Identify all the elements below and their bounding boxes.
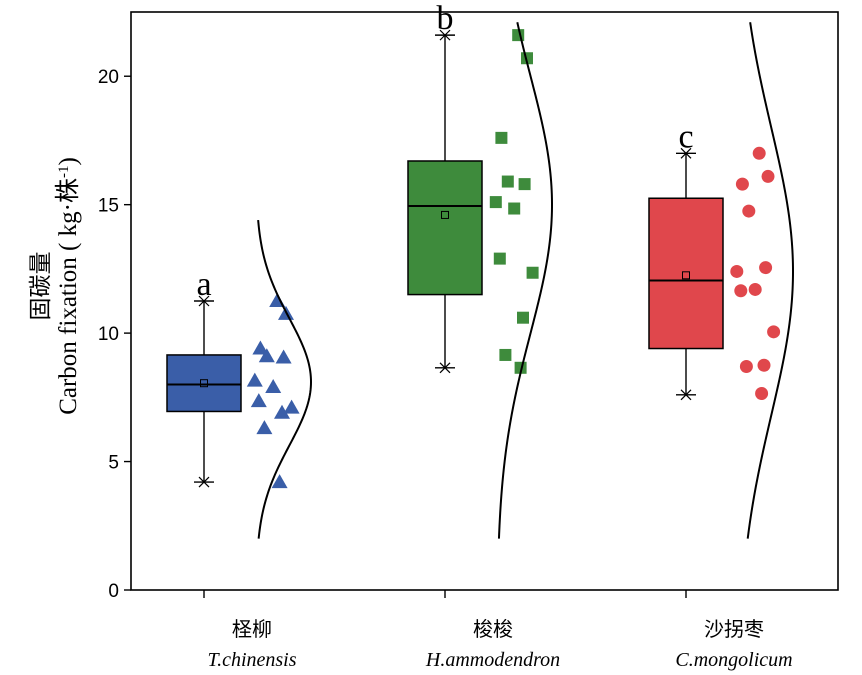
whisker-cap-x [680, 147, 692, 159]
plot-area: a b c [166, 0, 795, 539]
density-curve [257, 219, 313, 539]
y-axis-title-sup: -1 [56, 166, 72, 179]
data-point [739, 360, 753, 374]
data-point [489, 196, 502, 209]
significance-letter: a [196, 266, 211, 303]
data-point [499, 348, 512, 361]
mean-marker [441, 210, 449, 219]
data-point [767, 325, 781, 339]
y-tick-label: 5 [108, 453, 119, 474]
box [407, 160, 483, 296]
data-point [752, 146, 766, 160]
y-axis-title: 固碳量 Carbon fixation ( kg·株-1) [28, 157, 82, 415]
y-axis-title-en: Carbon fixation ( kg·株-1) [54, 157, 82, 415]
data-point [517, 311, 529, 324]
data-point [735, 177, 749, 191]
data-point [501, 175, 514, 188]
y-tick-label: 20 [98, 67, 119, 88]
data-point [493, 252, 506, 265]
plot-frame [130, 11, 839, 591]
whisker-cap-x [680, 389, 692, 401]
box [648, 197, 724, 350]
data-point [512, 29, 525, 42]
whisker-cap-x [439, 362, 451, 374]
data-point [246, 372, 263, 387]
data-point [275, 349, 292, 364]
data-point [508, 202, 521, 215]
significance-letter: c [678, 118, 693, 155]
x-category-label-sci: T.chinensis [207, 649, 296, 671]
data-point [265, 379, 282, 394]
data-point [283, 399, 300, 414]
x-axis: 柽柳 T.chinensis 梭梭 H.ammodendron 沙拐枣 C.mongoli… [203, 590, 793, 671]
data-point [514, 361, 527, 374]
data-point [730, 264, 744, 278]
data-point [526, 266, 539, 279]
x-category-label-cn: 梭梭 [473, 617, 513, 641]
data-point [521, 52, 533, 65]
data-point [252, 340, 269, 355]
y-tick-label: 15 [98, 196, 119, 217]
whisker-cap-x [198, 295, 210, 307]
data-point [518, 178, 531, 191]
data-point [258, 348, 275, 363]
data-point [742, 204, 756, 218]
data-point [748, 282, 762, 296]
data-point [757, 358, 771, 372]
significance-letter: b [437, 0, 454, 37]
data-point [271, 474, 288, 489]
y-tick-label: 10 [98, 324, 119, 345]
y-tick-label: 0 [108, 581, 119, 602]
whisker-cap-x [439, 29, 451, 41]
x-category-label-sci: C.mongolicum [675, 649, 792, 671]
data-point [256, 420, 273, 435]
x-category-label-cn: 沙拐枣 [704, 617, 764, 641]
whisker-cap-x [198, 476, 210, 488]
x-category-label-sci: H.ammodendron [425, 649, 560, 671]
data-point [759, 261, 773, 275]
data-point [755, 386, 769, 400]
data-point [250, 393, 267, 408]
density-curve [497, 22, 554, 539]
data-point [761, 169, 775, 183]
mean-marker [200, 379, 208, 388]
y-axis-title-main: Carbon fixation ( kg·株 [54, 178, 82, 415]
data-point [274, 404, 290, 419]
y-axis: 0 5 10 15 20 [98, 67, 131, 602]
mean-marker [682, 271, 690, 280]
data-point [734, 284, 748, 298]
box [166, 354, 242, 413]
y-axis-title-close: ) [55, 157, 82, 165]
x-category-label-cn: 柽柳 [232, 617, 272, 641]
density-curve [746, 22, 795, 539]
data-point [495, 131, 508, 144]
y-axis-title-cn: 固碳量 [28, 252, 54, 321]
